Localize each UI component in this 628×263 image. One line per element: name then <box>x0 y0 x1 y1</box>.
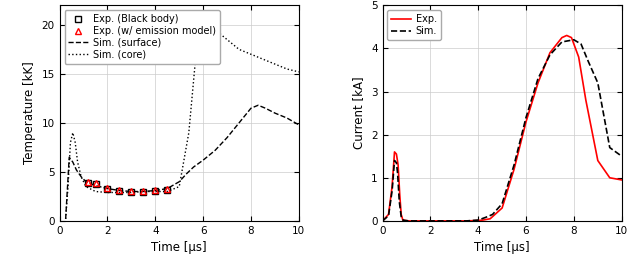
Sim. <box>522 116 530 119</box>
Sim. <box>392 161 400 164</box>
Sim. <box>391 159 398 162</box>
Sim. <box>585 60 592 63</box>
Sim. <box>577 43 585 46</box>
Exp. <box>568 36 575 39</box>
Sim. <box>499 202 506 205</box>
Exp. <box>563 34 570 37</box>
Exp. <box>575 55 582 59</box>
Sim. <box>401 219 409 222</box>
Exp. <box>398 213 405 216</box>
Line: Sim.: Sim. <box>382 40 622 221</box>
Y-axis label: Temperature [kK]: Temperature [kK] <box>23 62 36 164</box>
Line: Exp.: Exp. <box>382 36 622 221</box>
Sim. <box>462 219 470 222</box>
Exp. <box>438 219 446 222</box>
Exp. <box>474 219 482 222</box>
Sim. <box>618 155 625 158</box>
Legend: Exp. (Black body), Exp. (w/ emission model), Sim. (surface), Sim. (core): Exp. (Black body), Exp. (w/ emission mod… <box>65 10 220 64</box>
Legend: Exp., Sim.: Exp., Sim. <box>387 10 441 40</box>
Exp. <box>396 194 404 197</box>
Sim. <box>417 219 425 222</box>
Exp. <box>405 219 413 222</box>
Sim. <box>606 146 614 149</box>
Sim. <box>379 219 386 222</box>
Exp. <box>392 153 400 156</box>
Exp. <box>479 219 487 222</box>
Sim. <box>570 38 578 41</box>
Exp. <box>522 120 530 123</box>
Sim. <box>394 172 401 175</box>
Exp. <box>618 178 625 181</box>
Exp. <box>546 51 554 54</box>
Sim. <box>388 189 396 192</box>
Exp. <box>606 176 614 179</box>
Sim. <box>511 163 518 166</box>
Sim. <box>399 219 407 222</box>
Exp. <box>388 185 396 188</box>
Exp. <box>385 213 392 216</box>
Exp. <box>391 150 398 154</box>
Exp. <box>394 163 402 166</box>
Sim. <box>438 219 446 222</box>
Exp. <box>450 219 458 222</box>
Exp. <box>379 219 386 222</box>
Sim. <box>489 213 496 216</box>
Exp. <box>594 159 602 162</box>
Exp. <box>410 219 418 222</box>
Exp. <box>417 219 425 222</box>
Sim. <box>534 77 542 80</box>
Sim. <box>450 219 458 222</box>
Sim. <box>594 81 602 84</box>
Sim. <box>474 219 482 222</box>
Sim. <box>398 215 405 218</box>
Sim. <box>410 219 418 222</box>
Exp. <box>426 219 434 222</box>
Sim. <box>482 216 489 219</box>
Sim. <box>396 200 403 203</box>
Sim. <box>405 219 413 222</box>
X-axis label: Time [μs]: Time [μs] <box>474 241 530 254</box>
Sim. <box>426 219 434 222</box>
Exp. <box>401 219 409 222</box>
Y-axis label: Current [kA]: Current [kA] <box>352 77 365 149</box>
Sim. <box>558 40 566 43</box>
Exp. <box>499 206 506 210</box>
Sim. <box>546 53 554 57</box>
Exp. <box>511 168 518 171</box>
Exp. <box>582 99 590 102</box>
Exp. <box>534 81 542 84</box>
Exp. <box>399 219 407 222</box>
Exp. <box>487 217 494 220</box>
Exp. <box>558 36 566 39</box>
Exp. <box>462 219 470 222</box>
Sim. <box>385 214 392 217</box>
X-axis label: Time [μs]: Time [μs] <box>151 241 207 254</box>
